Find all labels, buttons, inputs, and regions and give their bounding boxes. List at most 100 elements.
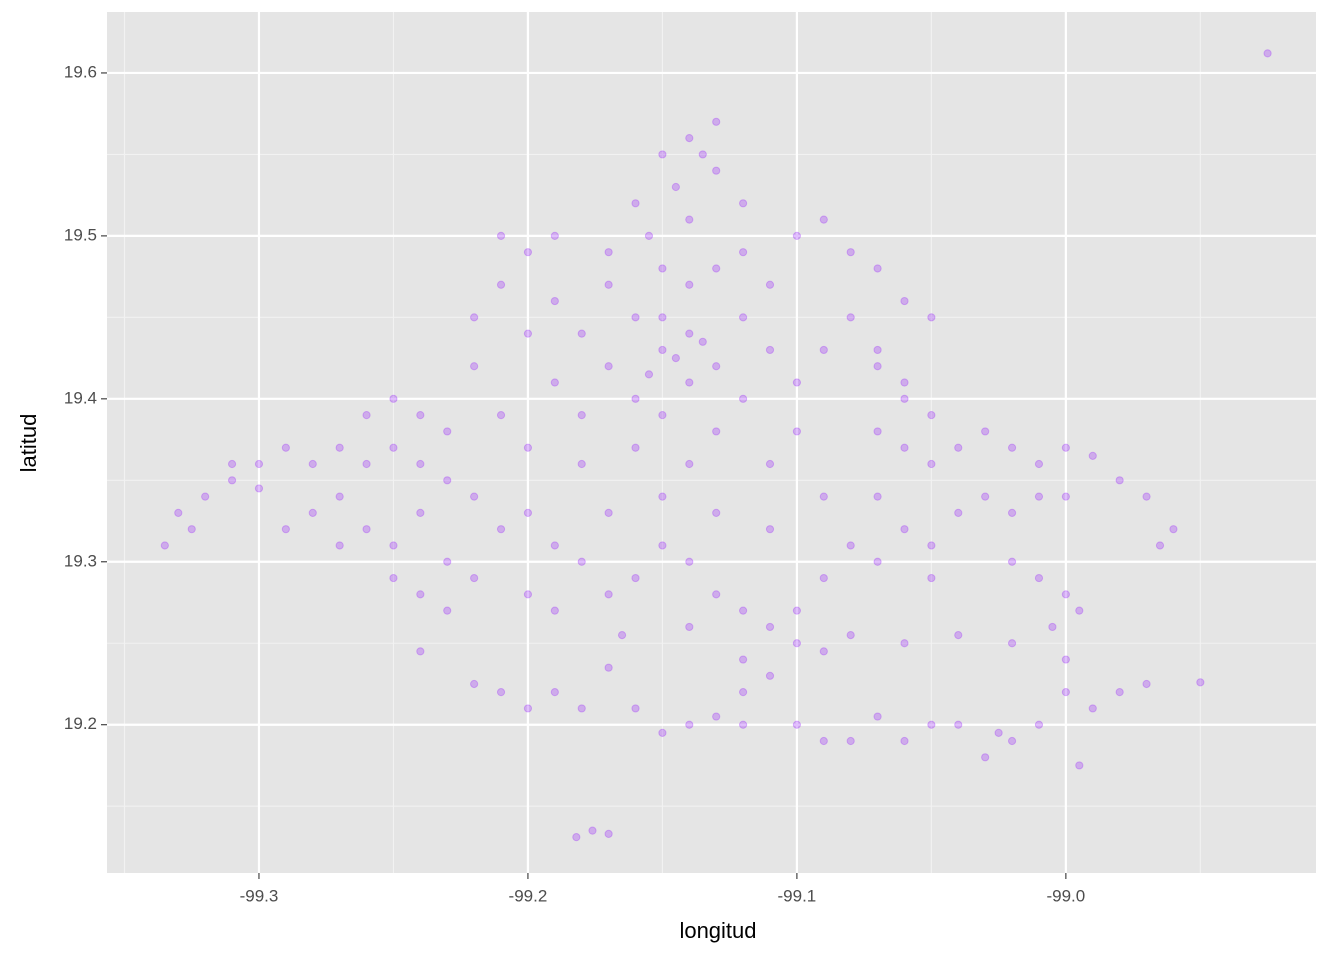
point	[443, 557, 452, 566]
point	[765, 525, 775, 534]
point	[523, 590, 533, 599]
point	[792, 231, 801, 240]
point	[739, 248, 748, 257]
point	[685, 378, 694, 387]
point	[873, 362, 882, 371]
point	[712, 117, 721, 126]
point	[187, 525, 196, 534]
point	[604, 829, 613, 838]
point	[335, 443, 344, 452]
point	[658, 313, 667, 322]
point	[416, 647, 425, 656]
point	[588, 826, 597, 835]
point	[658, 150, 667, 159]
point	[658, 728, 667, 737]
point	[900, 296, 909, 306]
point	[685, 622, 694, 632]
y-axis-title: latitud	[16, 414, 41, 473]
point	[604, 248, 613, 257]
point	[739, 606, 748, 615]
point	[550, 688, 559, 697]
point	[927, 720, 936, 729]
point	[685, 329, 694, 338]
point	[685, 459, 694, 469]
point	[1169, 525, 1178, 534]
point	[819, 736, 828, 746]
point	[685, 215, 694, 224]
point	[1061, 443, 1070, 452]
point	[739, 688, 748, 697]
x-tick-label: -99.1	[778, 886, 817, 905]
point	[1075, 606, 1084, 615]
point	[201, 492, 210, 501]
point	[550, 378, 559, 387]
point	[604, 663, 613, 672]
point	[1061, 688, 1070, 697]
point	[900, 394, 909, 403]
point	[1115, 476, 1124, 485]
panel	[107, 12, 1316, 873]
point	[254, 459, 264, 469]
point	[470, 313, 479, 322]
point	[873, 264, 882, 273]
point	[1263, 49, 1272, 58]
point	[712, 427, 721, 436]
point	[604, 508, 613, 517]
point	[739, 655, 748, 664]
point	[496, 525, 506, 534]
point	[698, 150, 707, 159]
point	[954, 508, 963, 517]
point	[1075, 761, 1084, 770]
point	[739, 199, 748, 208]
point	[658, 345, 667, 355]
point	[1007, 736, 1017, 746]
point	[1007, 557, 1017, 566]
point	[981, 427, 990, 436]
point	[900, 443, 909, 452]
point	[765, 671, 775, 680]
point	[631, 573, 640, 583]
point	[671, 182, 680, 192]
point	[443, 476, 452, 485]
point	[577, 557, 586, 566]
point	[846, 541, 855, 550]
point	[443, 427, 452, 436]
point	[227, 476, 237, 485]
point	[1007, 443, 1017, 452]
point	[900, 639, 909, 648]
point	[927, 459, 936, 469]
point	[577, 329, 586, 338]
grid	[107, 12, 1316, 873]
point	[1061, 590, 1070, 599]
point	[174, 508, 183, 517]
point	[994, 728, 1003, 737]
point	[792, 378, 801, 387]
point	[927, 573, 936, 583]
point	[1061, 655, 1070, 664]
point	[416, 459, 425, 469]
point	[1142, 492, 1151, 501]
point	[523, 443, 533, 452]
point	[739, 394, 748, 403]
point	[739, 313, 748, 322]
point	[1196, 678, 1205, 687]
point	[1115, 688, 1124, 697]
point	[792, 720, 801, 729]
point	[873, 492, 882, 501]
y-tick-label: 19.2	[64, 714, 97, 733]
point	[160, 541, 169, 550]
point	[900, 378, 909, 387]
point	[631, 394, 640, 403]
point	[792, 639, 801, 648]
x-tick-label: -99.3	[240, 886, 279, 905]
point	[685, 280, 694, 289]
point	[1155, 541, 1165, 550]
point	[335, 541, 344, 550]
point	[1142, 679, 1151, 689]
point	[470, 362, 479, 371]
point	[658, 492, 667, 501]
point	[765, 345, 775, 355]
x-tick-label: -99.2	[509, 886, 548, 905]
point	[281, 443, 290, 452]
